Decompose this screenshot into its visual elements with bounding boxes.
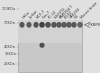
Ellipse shape (40, 43, 44, 47)
Ellipse shape (78, 23, 82, 27)
Text: 70KDa: 70KDa (4, 21, 16, 25)
Text: 40KDa: 40KDa (4, 45, 16, 49)
Text: NIH/3T3: NIH/3T3 (54, 7, 67, 20)
Ellipse shape (57, 23, 61, 27)
Ellipse shape (27, 23, 31, 27)
Text: HEK293: HEK293 (68, 7, 81, 20)
Text: 35KDa: 35KDa (4, 52, 16, 56)
Ellipse shape (72, 23, 76, 27)
Ellipse shape (40, 23, 44, 27)
Ellipse shape (34, 23, 38, 27)
Text: Jurkat: Jurkat (28, 9, 39, 20)
Bar (18, 20, 82, 72)
Ellipse shape (46, 23, 50, 27)
Text: - FKBP8: - FKBP8 (86, 23, 100, 27)
Text: PC-12: PC-12 (48, 10, 58, 20)
Text: RAW264.7: RAW264.7 (58, 4, 74, 20)
Text: HeLa: HeLa (22, 10, 31, 20)
Text: Mouse brain: Mouse brain (80, 1, 98, 20)
Ellipse shape (62, 23, 66, 27)
Ellipse shape (20, 23, 24, 27)
Text: K-562: K-562 (64, 10, 74, 20)
Text: MCF-7: MCF-7 (36, 9, 46, 20)
Ellipse shape (52, 23, 56, 27)
Bar (18, 20, 82, 43)
Text: Cos-7: Cos-7 (42, 10, 52, 20)
Ellipse shape (67, 23, 71, 27)
Text: 25KDa: 25KDa (4, 62, 16, 66)
Text: C6: C6 (74, 14, 80, 20)
Text: 100KDa: 100KDa (2, 7, 16, 11)
